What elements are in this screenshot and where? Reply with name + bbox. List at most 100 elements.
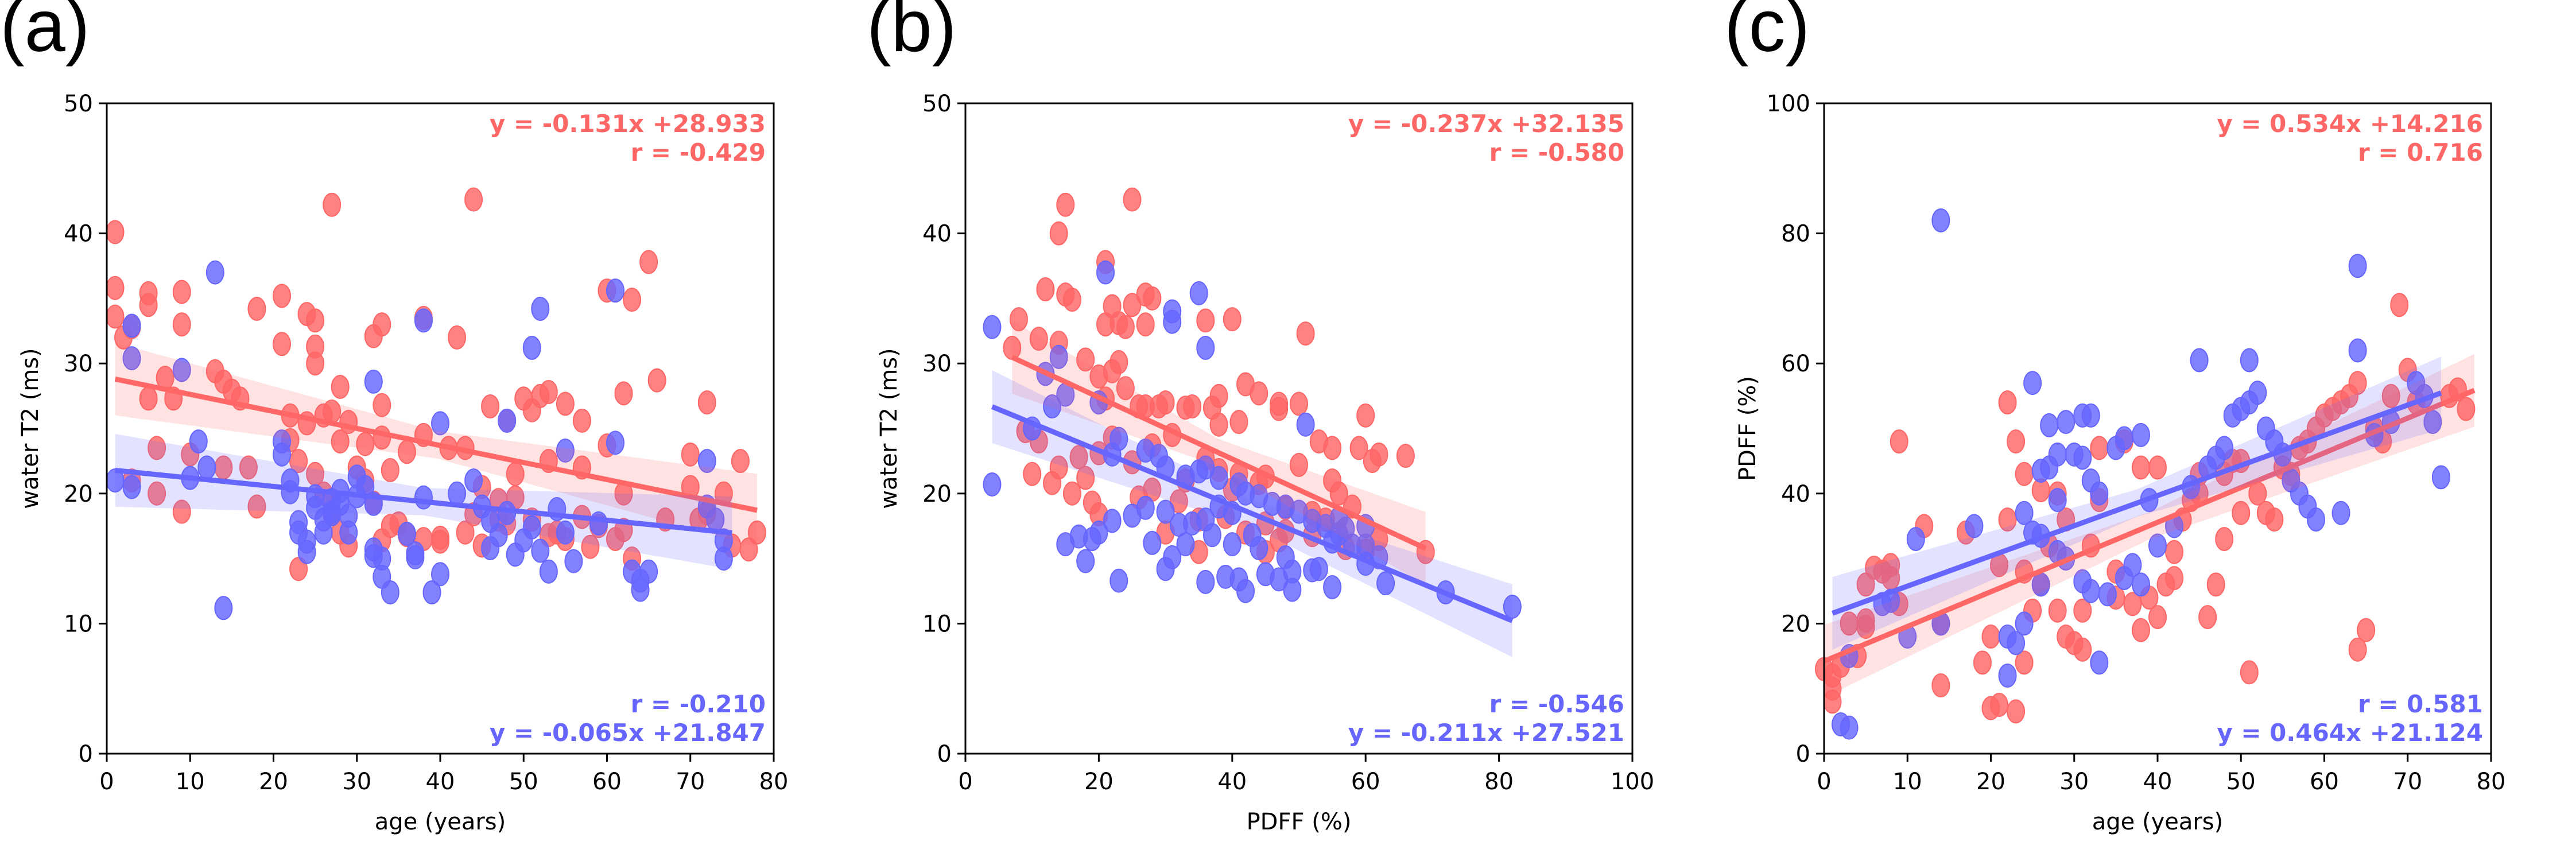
correlation-blue: r = -0.210 [631,690,766,718]
x-tick-label: 20 [259,769,288,795]
data-point-blue [2023,371,2042,395]
data-point-red [1981,696,2000,720]
data-point-blue [556,520,575,545]
x-tick-label: 60 [592,769,622,795]
data-point-red [731,449,750,474]
data-point-blue [189,429,208,454]
panel-label-c: (c) [1724,0,1810,67]
data-point-blue [1283,577,1302,602]
data-point-red [2123,592,2142,616]
data-point-blue [564,549,583,573]
data-point-red [1023,461,1042,486]
data-point-blue [381,580,399,605]
data-point-red [1049,221,1068,246]
data-point-blue [1196,569,1215,594]
data-point-blue [1296,412,1315,437]
data-point-red [539,380,558,405]
data-point-red [373,312,391,337]
data-point-red [456,520,475,545]
data-point-red [239,455,258,480]
data-point-blue [1965,514,1984,538]
x-tick-label: 10 [1893,769,1922,795]
data-point-red [2357,618,2376,642]
data-point-red [1029,327,1048,351]
data-point-red [2148,605,2167,630]
data-point-red [623,288,642,312]
y-tick-label: 40 [1781,481,1810,507]
x-axis-label: PDFF (%) [1247,809,1352,835]
data-point-blue [1103,509,1122,533]
data-point-red [1290,452,1308,477]
data-point-blue [1196,336,1215,360]
data-point-red [1109,311,1128,335]
data-point-blue [1056,532,1075,557]
data-point-blue [2098,582,2117,607]
data-point-blue [1202,523,1221,548]
x-axis-label: age (years) [375,809,506,835]
data-point-blue [2190,348,2209,373]
data-point-blue [1376,571,1395,596]
data-point-red [1209,412,1228,437]
y-tick-label: 20 [1781,611,1810,637]
data-point-blue [364,369,383,394]
data-point-red [106,304,125,329]
data-point-red [2206,572,2225,597]
data-point-blue [2423,410,2442,435]
panel-label-a: (a) [0,0,90,67]
data-point-blue [297,540,316,564]
panel-b: 0 20 40 60 80 100 0 10 20 30 40 50 PDFF (%) water T2 … [876,91,1654,835]
data-point-blue [2248,381,2267,405]
correlation-red: r = -0.429 [631,138,766,166]
x-tick-label: 40 [426,769,455,795]
data-point-blue [1176,532,1195,557]
data-point-red [1931,673,1950,698]
x-tick-label: 30 [342,769,371,795]
data-point-red [1043,471,1062,495]
data-point-red [1076,347,1095,372]
data-point-red [2165,540,2184,564]
data-point-red [1223,307,1242,332]
data-point-blue [339,520,358,545]
regression-line-blue [991,404,1514,623]
data-point-red [481,394,500,418]
data-point-red [572,408,591,433]
data-point-blue [2131,422,2150,447]
data-point-blue [2081,579,2100,603]
data-point-blue [122,313,141,338]
y-tick-label: 80 [1781,221,1810,247]
data-point-blue [2106,436,2125,460]
data-point-blue [1076,549,1095,573]
x-tick-label: 40 [1217,769,1247,795]
data-point-blue [2015,611,2034,636]
data-point-blue [2090,481,2109,506]
data-point-red [2015,461,2034,486]
data-point-red [247,297,266,321]
data-point-red [747,520,766,545]
data-point-red [289,449,308,474]
regression-line-blue [115,467,732,536]
x-tick-label: 50 [2226,769,2256,795]
data-point-red [2007,429,2026,454]
data-point-blue [1250,536,1268,560]
panel-c: 0 10 20 30 40 50 60 70 80 0 20 40 60 80 100 age (years)… [1735,91,2505,835]
data-point-blue [1156,499,1175,524]
y-tick-label: 50 [922,91,952,117]
x-tick-label: 70 [2393,769,2422,795]
x-tick-label: 70 [676,769,705,795]
y-tick-label: 100 [1767,91,1810,117]
y-tick-label: 30 [922,351,952,377]
data-point-blue [314,520,333,545]
data-point-red [1076,466,1095,490]
regression-line-red [114,376,758,513]
x-tick-label: 80 [759,769,789,795]
data-point-blue [2331,501,2350,525]
data-point-red [2131,618,2150,642]
data-point-red [2348,637,2367,662]
data-point-blue [1223,532,1242,557]
data-point-red [1973,650,1992,675]
data-point-red [2215,527,2234,552]
x-tick-label: 20 [1084,769,1114,795]
data-point-red [1323,468,1342,493]
